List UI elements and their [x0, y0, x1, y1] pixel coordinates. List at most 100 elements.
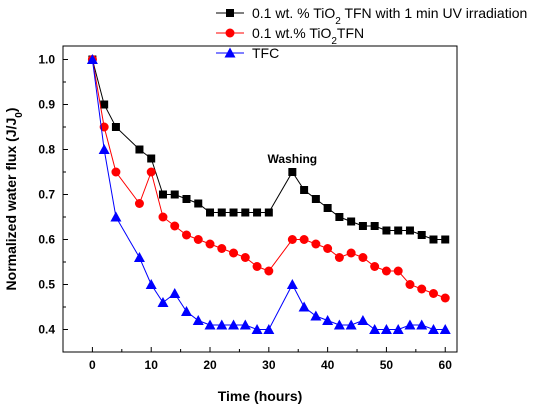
legend-label: 0.1 wt.% TiO2TFN: [252, 25, 364, 47]
triangle-marker: [286, 279, 298, 289]
square-marker: [229, 208, 238, 217]
circle-marker: [299, 235, 309, 244]
triangle-marker: [180, 306, 192, 316]
triangle-marker: [392, 324, 404, 334]
circle-marker: [240, 253, 250, 262]
circle-marker: [205, 239, 215, 249]
circle-marker: [134, 199, 144, 208]
square-marker: [217, 208, 226, 217]
square-marker: [358, 222, 367, 230]
series-1: [87, 55, 450, 303]
y-tick-label: 0.8: [38, 143, 55, 157]
y-axis-title-main: Normalized water flux (J/J: [3, 118, 19, 291]
triangle-marker: [369, 324, 381, 334]
triangle-marker: [416, 319, 428, 330]
triangle-marker: [145, 279, 157, 289]
x-tick-label: 20: [203, 358, 217, 372]
x-tick-label: 40: [321, 358, 335, 372]
circle-marker: [393, 266, 403, 276]
legend-item-2: TFC: [216, 45, 279, 61]
triangle-marker: [98, 144, 110, 154]
circle-marker: [428, 289, 438, 298]
y-tick-label: 0.4: [38, 323, 55, 337]
square-marker: [100, 100, 109, 109]
circle-marker: [252, 262, 262, 271]
x-tick-label: 30: [262, 358, 276, 372]
y-tick-label: 0.7: [38, 188, 55, 202]
legend-item-1: 0.1 wt.% TiO2TFN: [216, 25, 364, 47]
square-marker: [300, 186, 309, 194]
x-tick-label: 10: [145, 358, 159, 372]
square-marker: [194, 199, 203, 208]
y-axis-title-subscript: 0: [14, 112, 25, 118]
triangle-marker: [333, 319, 345, 330]
circle-marker: [440, 293, 450, 303]
square-marker: [226, 9, 234, 17]
y-tick-label: 0.6: [38, 233, 55, 247]
square-marker: [158, 190, 167, 199]
circle-marker: [381, 266, 391, 276]
x-tick-label: 0: [89, 358, 96, 372]
triangle-marker: [380, 324, 392, 334]
square-marker: [170, 190, 179, 199]
square-marker: [347, 217, 356, 226]
legend-label-rest: TFN with 1 min UV irradiation: [341, 5, 527, 21]
square-marker: [429, 235, 438, 244]
square-marker: [441, 235, 450, 244]
y-tick-label: 0.9: [38, 98, 55, 112]
square-marker: [241, 208, 250, 217]
circle-marker: [181, 230, 191, 240]
square-marker: [182, 195, 191, 203]
triangle-marker: [345, 319, 357, 330]
legend-label-main: TFC: [252, 45, 279, 61]
square-marker: [147, 154, 156, 163]
triangle-marker: [169, 288, 181, 298]
square-marker: [264, 208, 273, 217]
series-layer: [86, 54, 451, 334]
circle-marker: [146, 167, 156, 177]
circle-marker: [346, 248, 356, 258]
triangle-marker: [322, 315, 334, 325]
square-marker: [253, 208, 262, 217]
legend-item-0: 0.1 wt. % TiO2 TFN with 1 min UV irradia…: [216, 5, 527, 27]
series-line: [91, 59, 446, 299]
series-line: [91, 59, 446, 330]
circle-marker: [370, 262, 380, 271]
square-marker: [382, 226, 391, 235]
series-2: [86, 54, 451, 334]
x-axis-title: Time (hours): [218, 388, 303, 404]
circle-marker: [229, 248, 239, 258]
square-marker: [335, 213, 344, 221]
square-marker: [417, 231, 426, 239]
circle-marker: [334, 253, 344, 262]
triangle-marker: [439, 324, 451, 334]
circle-marker: [323, 244, 333, 253]
square-marker: [288, 168, 297, 176]
square-marker: [135, 145, 144, 154]
circle-marker: [417, 284, 427, 294]
triangle-marker: [263, 324, 275, 334]
annotation-washing: Washing: [268, 152, 318, 166]
circle-marker: [311, 239, 321, 249]
x-tick-label: 60: [439, 358, 453, 372]
legend-label-main: 0.1 wt.% TiO: [252, 25, 331, 41]
circle-marker: [405, 280, 415, 289]
circle-marker: [158, 212, 168, 222]
triangle-marker: [251, 324, 263, 334]
circle-marker: [287, 235, 297, 244]
circle-marker: [217, 244, 227, 253]
x-tick-label: 50: [380, 358, 394, 372]
triangle-marker: [86, 54, 98, 64]
square-marker: [394, 226, 403, 235]
square-marker: [111, 123, 120, 131]
y-axis-title: Normalized water flux (J/J0): [3, 108, 25, 291]
triangle-marker: [404, 319, 416, 330]
plot-frame: [62, 45, 458, 353]
legend-label: TFC: [252, 45, 279, 61]
triangle-marker: [133, 252, 145, 262]
circle-marker: [264, 266, 274, 276]
triangle-marker: [157, 297, 169, 307]
circle-marker: [111, 167, 121, 177]
triangle-marker: [228, 319, 240, 330]
legend: 0.1 wt. % TiO2 TFN with 1 min UV irradia…: [216, 5, 527, 61]
